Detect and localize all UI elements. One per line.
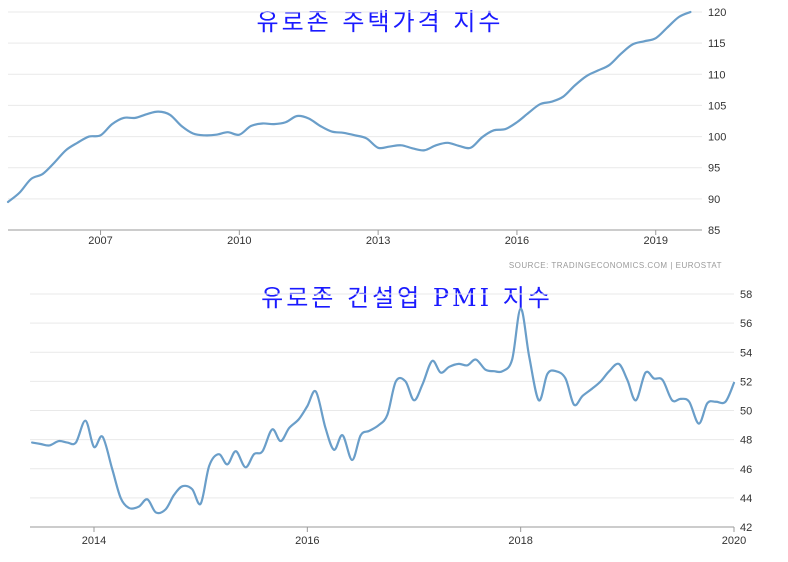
construction-pmi-x-tick-label: 2016 <box>295 535 319 547</box>
housing-price-chart-title: 유로존 주택가격 지수 <box>257 8 504 36</box>
construction-pmi-x-tick-label: 2020 <box>722 535 746 547</box>
housing-price-x-tick-label: 2013 <box>366 235 390 247</box>
construction-pmi-y-tick-label: 50 <box>740 406 752 418</box>
housing-price-y-tick-label: 110 <box>708 69 726 81</box>
housing-price-y-tick-label: 95 <box>708 163 720 175</box>
housing-price-y-tick-label: 120 <box>708 7 726 19</box>
housing-price-series-line <box>6 10 692 204</box>
construction-pmi-y-tick-label: 56 <box>740 318 752 330</box>
construction-pmi-x-tick-label: 2014 <box>82 535 106 547</box>
construction-pmi-chart-title: 유로존 건설업 PMI 지수 <box>261 284 553 312</box>
construction-pmi-y-tick-label: 44 <box>740 493 752 505</box>
construction-pmi-x-tick-label: 2018 <box>508 535 532 547</box>
housing-price-x-tick-label: 2019 <box>643 235 667 247</box>
construction-pmi-y-tick-label: 46 <box>740 464 752 476</box>
housing-price-source-note: SOURCE: TRADINGECONOMICS.COM | EUROSTAT <box>509 261 722 270</box>
housing-price-x-tick-label: 2007 <box>88 235 112 247</box>
housing-price-y-tick-label: 100 <box>708 132 726 144</box>
housing-price-y-tick-label: 90 <box>708 194 720 206</box>
construction-pmi-y-tick-label: 52 <box>740 376 752 388</box>
construction-pmi-y-tick-label: 48 <box>740 435 752 447</box>
construction-pmi-series-line <box>31 307 736 515</box>
housing-price-chart: 유로존 주택가격 지수 SOURCE: TRADINGECONOMICS.COM… <box>6 7 726 270</box>
construction-pmi-y-tick-label: 58 <box>740 289 752 301</box>
housing-price-x-tick-label: 2016 <box>505 235 529 247</box>
housing-price-y-tick-label: 85 <box>708 225 720 237</box>
construction-pmi-chart: 유로존 건설업 PMI 지수 42 44 46 48 50 52 54 56 58 2014 201… <box>30 284 752 547</box>
housing-price-x-tick-label: 2010 <box>227 235 251 247</box>
housing-price-y-tick-label: 105 <box>708 100 726 112</box>
housing-price-y-tick-label: 115 <box>708 38 726 50</box>
construction-pmi-y-tick-label: 54 <box>740 347 752 359</box>
construction-pmi-y-tick-label: 42 <box>740 522 752 534</box>
